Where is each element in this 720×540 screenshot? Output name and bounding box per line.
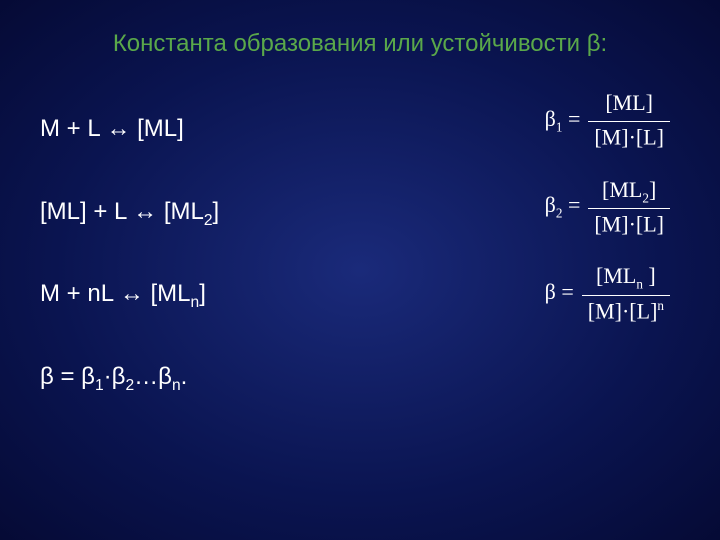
num-sub: 2 xyxy=(642,190,649,205)
fraction: [ML2] [M]·[L] xyxy=(588,177,670,238)
frac-bar xyxy=(588,121,670,122)
fraction-block: β2 = [ML2] [M]·[L] xyxy=(390,177,670,238)
fraction: [MLn ] [M]·[L]n xyxy=(582,263,670,324)
equation-row: M + nL ↔ [MLn] xyxy=(40,280,340,313)
fractions-right: β1 = [ML] [M]·[L] β2 = [ML2] [M]·[L] xyxy=(390,90,670,350)
num-sub: n xyxy=(636,277,643,292)
num-text: [ML xyxy=(602,177,642,202)
denominator: [M]·[L] xyxy=(588,211,670,237)
eq-sign: = xyxy=(562,192,580,217)
beta-letter: β xyxy=(545,106,556,131)
eq-sign: = xyxy=(562,106,580,131)
eq-text: . xyxy=(181,363,188,390)
fraction-block: β1 = [ML] [M]·[L] xyxy=(390,90,670,151)
eq-sub: n xyxy=(172,376,181,393)
eq-sub: 2 xyxy=(125,376,134,393)
eq-text: [ML] + L ↔ [ML xyxy=(40,198,204,225)
beta-letter: β xyxy=(545,192,556,217)
slide-title: Константа образования или устойчивости β… xyxy=(0,30,720,58)
denominator: [M]·[L]n xyxy=(582,298,670,324)
num-text: ] xyxy=(643,263,656,288)
equation-row: M + L ↔ [ML] xyxy=(40,115,340,148)
frac-bar xyxy=(588,208,670,209)
frac-bar xyxy=(582,295,670,296)
beta-symbol: β = xyxy=(545,279,574,308)
num-text: [ML xyxy=(596,263,636,288)
den-text: [M]·[L] xyxy=(594,211,664,236)
num-text: ] xyxy=(649,177,656,202)
eq-text: ·β xyxy=(104,363,126,390)
eq-text: ] xyxy=(213,198,220,225)
fraction-block: β = [MLn ] [M]·[L]n xyxy=(390,263,670,324)
denominator: [M]·[L] xyxy=(588,124,670,150)
beta-symbol: β2 = xyxy=(545,192,581,221)
eq-text: β = β xyxy=(40,363,95,390)
beta-letter: β xyxy=(545,279,556,304)
den-text: [M]·[L] xyxy=(594,125,664,150)
numerator: [ML2] xyxy=(596,177,662,206)
num-text: [ML] xyxy=(605,90,653,115)
den-text: [M]·[L] xyxy=(588,298,658,323)
equation-row: [ML] + L ↔ [ML2] xyxy=(40,198,340,231)
den-sup: n xyxy=(657,298,664,313)
eq-text: …β xyxy=(134,363,172,390)
numerator: [ML] xyxy=(599,90,659,119)
eq-text: ] xyxy=(199,280,206,307)
eq-text: M + L ↔ [ML] xyxy=(40,115,184,142)
beta-symbol: β1 = xyxy=(545,106,581,135)
fraction: [ML] [M]·[L] xyxy=(588,90,670,151)
eq-text: M + nL ↔ [ML xyxy=(40,280,191,307)
eq-sub: 2 xyxy=(204,211,213,228)
eq-sign: = xyxy=(556,279,574,304)
eq-sub: 1 xyxy=(95,376,104,393)
eq-sub: n xyxy=(191,294,200,311)
product-equation: β = β1·β2…βn. xyxy=(40,363,340,396)
equations-left: M + L ↔ [ML] [ML] + L ↔ [ML2] M + nL ↔ [… xyxy=(40,115,340,445)
numerator: [MLn ] xyxy=(590,263,662,292)
